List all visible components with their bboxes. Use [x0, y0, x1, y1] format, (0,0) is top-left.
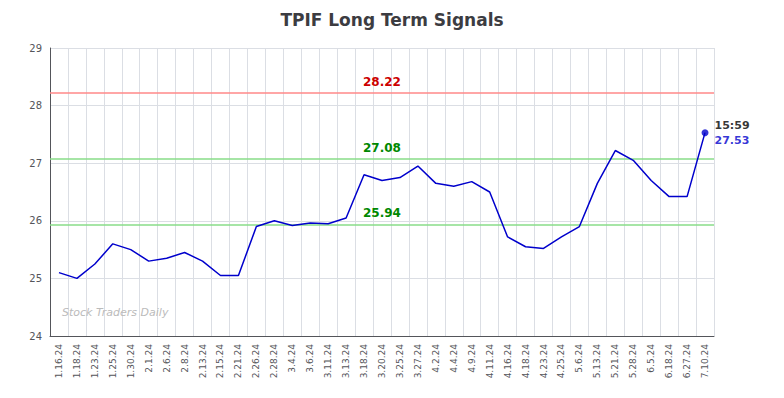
svg-text:1.30.24: 1.30.24	[126, 344, 136, 379]
svg-text:3.25.24: 3.25.24	[395, 344, 405, 379]
svg-text:2.1.24: 2.1.24	[144, 344, 154, 373]
svg-text:7.10.24: 7.10.24	[700, 344, 710, 379]
svg-text:2.26.24: 2.26.24	[251, 344, 261, 379]
svg-text:1.16.24: 1.16.24	[54, 344, 64, 379]
svg-text:6.27.24: 6.27.24	[682, 344, 692, 379]
svg-text:6.18.24: 6.18.24	[664, 344, 674, 379]
svg-text:24: 24	[29, 331, 42, 342]
svg-text:28: 28	[29, 100, 42, 111]
svg-text:4.18.24: 4.18.24	[521, 344, 531, 379]
svg-text:4.9.24: 4.9.24	[467, 344, 477, 373]
svg-text:5.21.24: 5.21.24	[610, 344, 620, 379]
svg-text:27.08: 27.08	[363, 141, 401, 155]
svg-text:4.23.24: 4.23.24	[539, 344, 549, 379]
svg-text:3.11.24: 3.11.24	[323, 344, 333, 379]
svg-text:4.4.24: 4.4.24	[449, 344, 459, 373]
svg-text:4.11.24: 4.11.24	[485, 344, 495, 379]
svg-text:2.15.24: 2.15.24	[215, 344, 225, 379]
svg-text:5.28.24: 5.28.24	[628, 344, 638, 379]
svg-text:28.22: 28.22	[363, 75, 401, 89]
svg-text:27: 27	[29, 158, 42, 169]
svg-text:2.6.24: 2.6.24	[162, 344, 172, 373]
svg-text:2.8.24: 2.8.24	[180, 344, 190, 373]
svg-text:2.13.24: 2.13.24	[198, 344, 208, 379]
svg-text:3.13.24: 3.13.24	[341, 344, 351, 379]
svg-text:4.2.24: 4.2.24	[431, 344, 441, 373]
svg-text:26: 26	[29, 215, 42, 226]
svg-text:5.13.24: 5.13.24	[592, 344, 602, 379]
svg-text:27.53: 27.53	[715, 134, 750, 147]
svg-text:4.25.24: 4.25.24	[556, 344, 566, 379]
svg-text:5.6.24: 5.6.24	[574, 344, 584, 373]
svg-text:3.20.24: 3.20.24	[377, 344, 387, 379]
svg-text:25: 25	[29, 273, 42, 284]
svg-text:3.6.24: 3.6.24	[305, 344, 315, 373]
svg-text:15:59: 15:59	[715, 119, 750, 132]
svg-text:3.27.24: 3.27.24	[413, 344, 423, 379]
svg-text:Stock Traders Daily: Stock Traders Daily	[62, 306, 169, 319]
svg-text:25.94: 25.94	[363, 206, 401, 220]
svg-text:1.18.24: 1.18.24	[72, 344, 82, 379]
svg-text:3.4.24: 3.4.24	[287, 344, 297, 373]
svg-text:4.16.24: 4.16.24	[503, 344, 513, 379]
svg-text:1.23.24: 1.23.24	[90, 344, 100, 379]
svg-text:2.28.24: 2.28.24	[269, 344, 279, 379]
svg-text:2.21.24: 2.21.24	[233, 344, 243, 379]
svg-text:6.5.24: 6.5.24	[646, 344, 656, 373]
svg-text:TPIF Long Term Signals: TPIF Long Term Signals	[280, 10, 503, 30]
svg-text:1.25.24: 1.25.24	[108, 344, 118, 379]
svg-text:3.18.24: 3.18.24	[359, 344, 369, 379]
svg-text:29: 29	[29, 43, 42, 54]
